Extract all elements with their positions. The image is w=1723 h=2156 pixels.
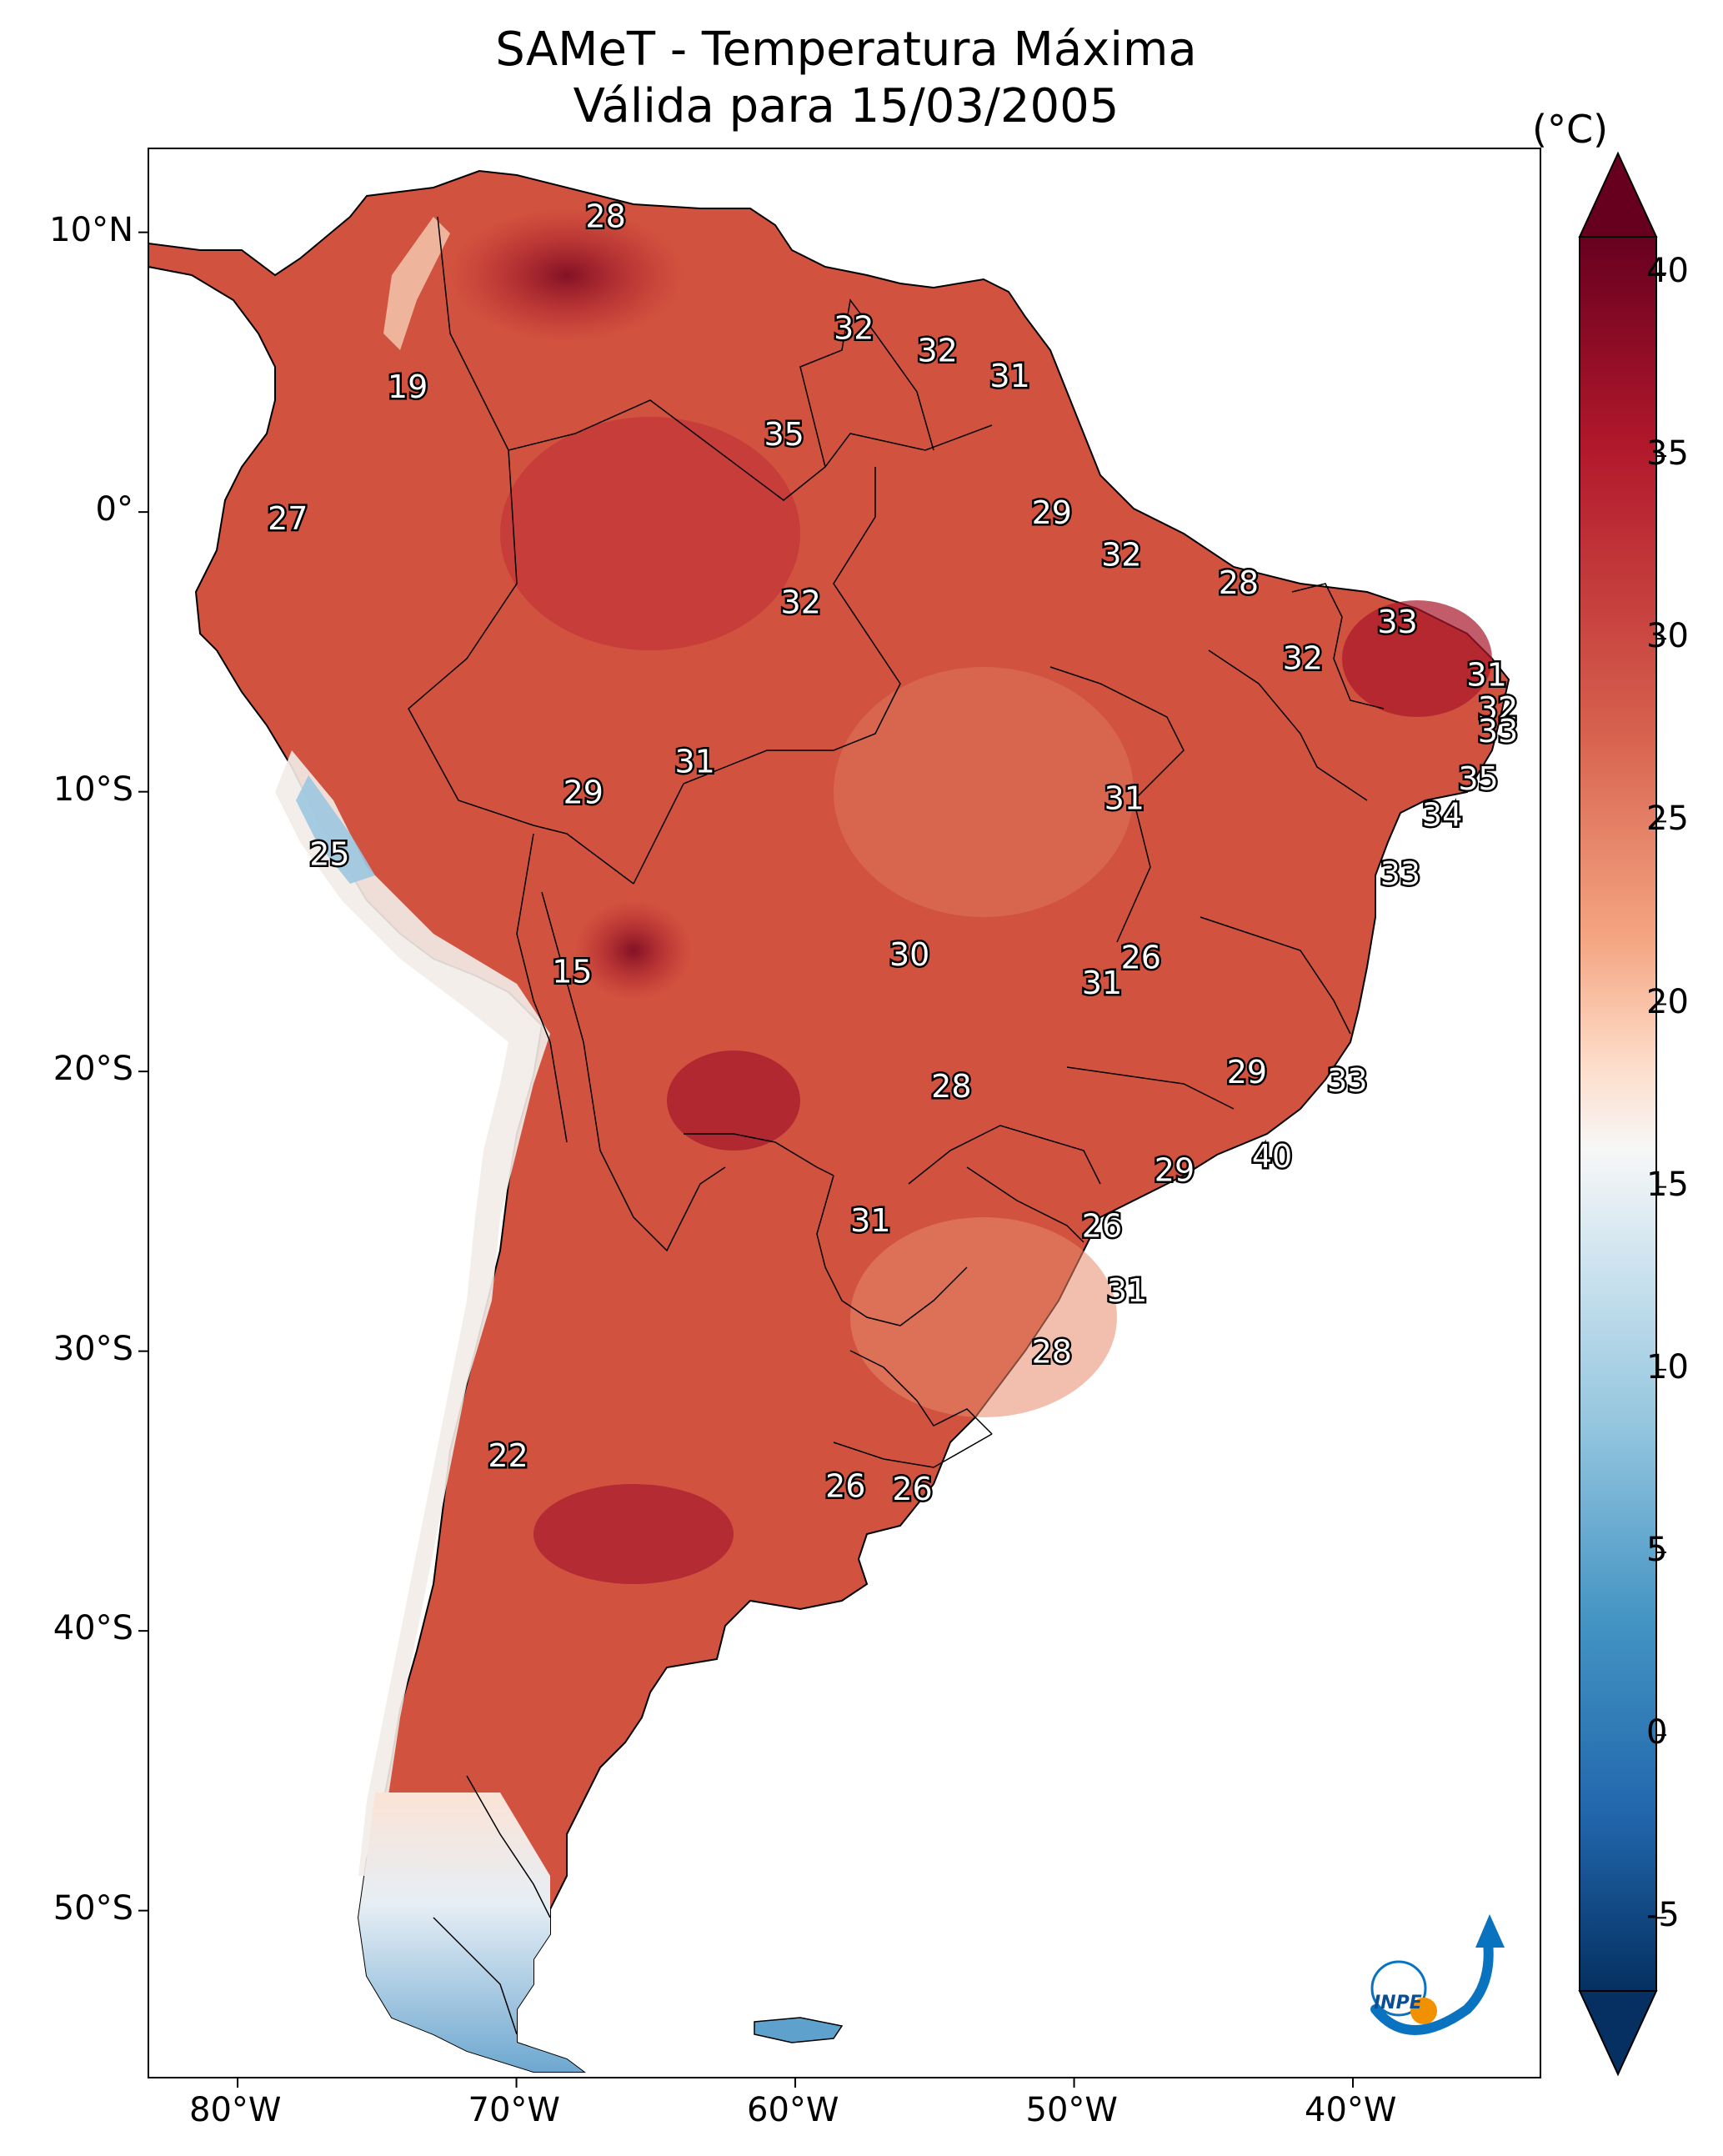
- lat-tick-label: 20°S: [53, 1050, 133, 1089]
- patagonia-cold-zone: [358, 1792, 584, 2072]
- temperature-label: 31: [1107, 1272, 1147, 1309]
- lat-tick-label: 10°N: [49, 210, 133, 249]
- temperature-label: 31: [674, 744, 714, 780]
- temperature-label: 25: [309, 835, 349, 872]
- temperature-label: 26: [825, 1468, 865, 1505]
- hot-zone-amazon: [500, 417, 800, 650]
- temperature-label: 32: [917, 333, 957, 369]
- temperature-label: 26: [892, 1471, 932, 1507]
- temperature-label: 29: [1032, 494, 1072, 531]
- colorbar-tick-label: 15: [1646, 1165, 1689, 1204]
- temperature-label: 35: [764, 416, 804, 453]
- temperature-label: 15: [552, 953, 592, 990]
- colorbar-tick-label: 35: [1646, 434, 1689, 473]
- temperature-label: 33: [1380, 855, 1420, 892]
- colorbar-tick-label: 5: [1646, 1531, 1668, 1569]
- hot-zone-paraguay: [667, 1050, 800, 1151]
- temperature-label: 22: [488, 1437, 528, 1474]
- lon-tick-label: 80°W: [189, 2091, 282, 2129]
- temperature-label: 26: [1082, 1208, 1122, 1245]
- hot-zone-bolivia: [575, 900, 692, 1000]
- colorbar-bottom-arrow: [1578, 1990, 1658, 2077]
- temperature-label: 28: [585, 198, 625, 235]
- logo-sun-dot: [1410, 1998, 1437, 2024]
- temperature-label: 28: [931, 1068, 971, 1105]
- country-borders: [408, 216, 1385, 2035]
- temperature-label: 27: [268, 500, 308, 537]
- temperature-label: 29: [563, 775, 604, 811]
- colorbar-tick-label: 20: [1646, 982, 1689, 1021]
- colorbar-gradient: [1579, 236, 1657, 1992]
- colorbar-tick-label: 10: [1646, 1347, 1689, 1386]
- temperature-label: 32: [1478, 690, 1518, 727]
- colorbar-top-arrow: [1578, 151, 1658, 238]
- hot-zone-venezuela: [450, 208, 684, 342]
- chart-subtitle: Válida para 15/03/2005: [573, 79, 1119, 133]
- hot-zone-ne-brazil: [1342, 600, 1492, 717]
- temperature-label: 32: [781, 584, 821, 621]
- logo-arrow-icon: [1475, 1914, 1505, 1948]
- mild-zone-central-brazil: [834, 667, 1134, 917]
- lon-tick-label: 50°W: [1025, 2091, 1118, 2129]
- colorbar-tick-label: 30: [1646, 617, 1689, 656]
- logo-orbit-ring: [1370, 1960, 1427, 2017]
- falkland-islands: [754, 2017, 844, 2043]
- colorbar-tick-label: -5: [1646, 1896, 1680, 1935]
- lat-tick-label: 0°: [95, 490, 133, 529]
- andes-cool-strip: [275, 750, 550, 1876]
- temperature-label: 31: [850, 1202, 890, 1239]
- temperature-label: 31: [1082, 965, 1122, 1001]
- colorbar-tick-label: 40: [1646, 251, 1689, 290]
- colorbar-tick-label: 25: [1646, 800, 1689, 839]
- lon-tick-label: 70°W: [468, 2091, 560, 2129]
- hot-zone-argentina: [533, 1484, 734, 1584]
- colorbar: [1578, 151, 1658, 2077]
- temperature-label: 29: [1155, 1152, 1195, 1189]
- temperature-label: 40: [1252, 1138, 1292, 1175]
- lat-tick-label: 30°S: [53, 1329, 133, 1368]
- temperature-field: [148, 169, 1510, 2073]
- temperature-label: 26: [1121, 940, 1161, 976]
- lat-tick-label: 10°S: [53, 770, 133, 809]
- mild-zone-south-brazil: [850, 1217, 1117, 1417]
- chart-title: SAMeT - Temperatura Máxima: [495, 23, 1197, 77]
- lat-tick-label: 40°S: [53, 1609, 133, 1648]
- colombia-andes-patch: [383, 217, 450, 350]
- inpe-logo: [1370, 1914, 1505, 2035]
- temperature-label: 28: [1219, 564, 1259, 601]
- temperature-label: 19: [388, 369, 428, 405]
- temperature-label: 34: [1422, 796, 1462, 833]
- temperature-label: 32: [1283, 640, 1323, 677]
- temperature-label: 31: [1104, 780, 1144, 816]
- temperature-label: 35: [1458, 760, 1498, 797]
- temperature-label: 32: [1101, 536, 1141, 573]
- logo-swoosh: [1370, 1938, 1494, 2035]
- temperature-label: 32: [834, 310, 874, 347]
- temperature-label: 29: [1227, 1054, 1267, 1091]
- temperature-label: 28: [1032, 1334, 1072, 1371]
- andes-blue-patch: [296, 775, 375, 884]
- temperature-label: 33: [1327, 1062, 1367, 1099]
- lon-tick-label: 40°W: [1305, 2091, 1397, 2129]
- logo-text: INPE: [1374, 1993, 1422, 2013]
- temperature-label: 31: [1466, 657, 1506, 694]
- temperature-label: 33: [1478, 713, 1518, 750]
- temperature-label: 33: [1377, 604, 1417, 640]
- colorbar-tick-label: 0: [1646, 1713, 1668, 1752]
- temperature-label: 31: [989, 358, 1029, 394]
- temperature-label: 30: [889, 936, 929, 973]
- axis-ticks: [138, 231, 1666, 2088]
- lat-tick-label: 50°S: [53, 1888, 133, 1928]
- lon-tick-label: 60°W: [747, 2091, 839, 2129]
- colorbar-unit-label: (°C): [1532, 107, 1609, 152]
